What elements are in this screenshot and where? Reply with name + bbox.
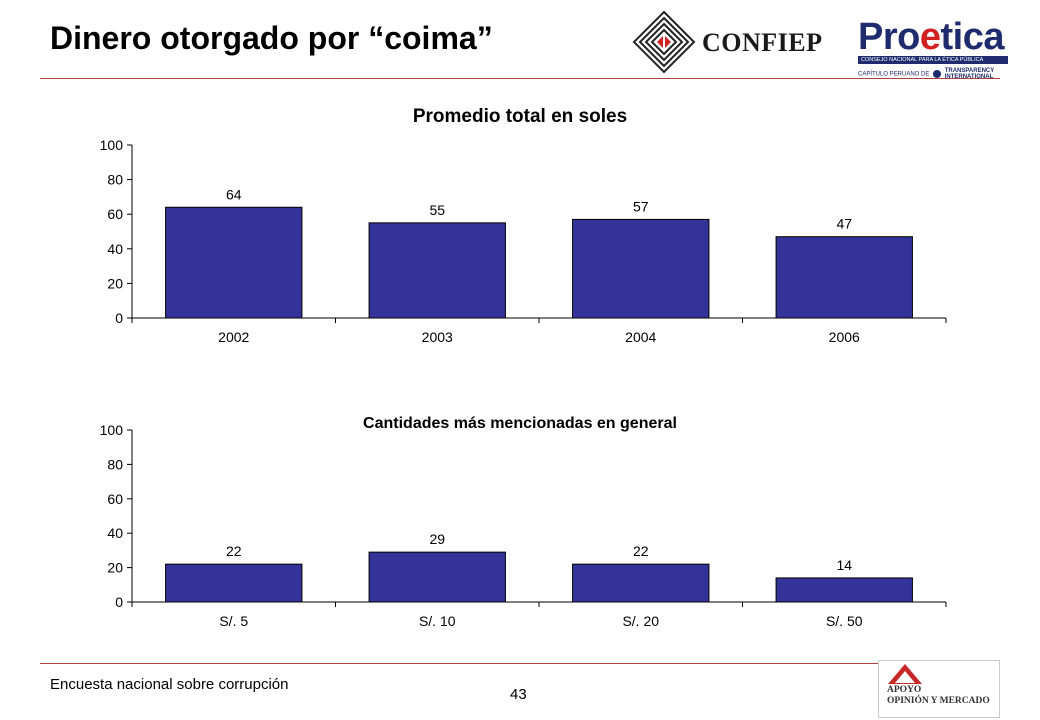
footer-rule [40, 663, 880, 664]
chart-2-y-tick-label: 20 [107, 560, 123, 576]
chart-2: 0 20 40 60 80 100 22 S/. 5 29 S/. 10 22 S/. 20 14 S/.… [100, 422, 947, 629]
chart-1-y-tick-label: 80 [107, 172, 123, 188]
chart-1-y-tick-label: 60 [107, 206, 123, 222]
chart-1-data-label: 64 [226, 186, 242, 202]
apoyo-line2: OPINIÓN Y MERCADO [887, 696, 990, 706]
chart-1-category-label: 2004 [625, 329, 656, 345]
header-rule [40, 78, 1000, 79]
apoyo-line1: APOYO [887, 685, 922, 695]
chart-2-y-tick-label: 0 [115, 594, 123, 610]
chart-2-y-tick-label: 60 [107, 491, 123, 507]
chart-2-data-label: 22 [226, 543, 242, 559]
chart-1-category-label: 2003 [422, 329, 453, 345]
chart-1-bar [572, 218, 710, 319]
chart-1-bar [368, 222, 506, 319]
chart-1-data-label: 55 [429, 202, 445, 218]
chart-1-category-label: 2002 [218, 329, 249, 345]
chart-1-y-tick-label: 40 [107, 241, 123, 257]
proetica-wordmark: Proetica [858, 16, 1004, 58]
chart-1-title: Promedio total en soles [412, 106, 628, 127]
chart-2-bar [368, 551, 506, 603]
apoyo-emblem-icon [888, 664, 922, 684]
chart-2-y-tick-label: 80 [107, 456, 123, 472]
chart-2-y-tick-label: 100 [100, 422, 124, 438]
chart-1-y-tick-label: 20 [107, 275, 123, 291]
proetica-band: CONSEJO NACIONAL PARA LA ÉTICA PÚBLICA [858, 56, 1008, 64]
chart-1: 0 20 40 60 80 100 64 2002 55 2003 57 2004 47 2006 [100, 137, 947, 345]
chart-2-y-tick-label: 40 [107, 525, 123, 541]
chart-2-data-label: 14 [836, 557, 852, 573]
chart-1-category-label: 2006 [829, 329, 860, 345]
chart-2-category-label: S/. 10 [419, 613, 456, 629]
chart-2-title: Cantidades más mencionadas en general [363, 415, 677, 432]
globe-icon [933, 70, 942, 78]
confiep-emblem-icon [632, 10, 696, 74]
page-number: 43 [510, 686, 527, 703]
chart-2-bar [572, 563, 710, 603]
chart-1-y-tick-label: 0 [115, 310, 123, 326]
chart-1-data-label: 57 [633, 198, 649, 214]
chart-1-y-tick-label: 100 [100, 137, 124, 153]
chart-2-category-label: S/. 50 [826, 613, 863, 629]
chart-2-data-label: 29 [429, 531, 445, 547]
chart-2-bar [775, 577, 913, 603]
chart-1-bar [775, 236, 913, 319]
chart-2-category-label: S/. 20 [622, 613, 659, 629]
confiep-logo: CONFIEP [632, 10, 842, 74]
chart-1-bar [165, 206, 303, 319]
proetica-subtitle: CAPÍTULO PERUANO DE TRANSPARENCY INTERNAT… [858, 68, 995, 80]
apoyo-logo: APOYO OPINIÓN Y MERCADO [878, 660, 1000, 718]
slide-title: Dinero otorgado por “coima” [50, 20, 493, 56]
chart-2-bar [165, 563, 303, 603]
chart-2-category-label: S/. 5 [219, 613, 248, 629]
chart-2-data-label: 22 [633, 543, 649, 559]
proetica-logo: Proetica CONSEJO NACIONAL PARA LA ÉTICA … [858, 18, 1008, 82]
chart-1-data-label: 47 [836, 216, 852, 232]
footer-text: Encuesta nacional sobre corrupción [50, 676, 289, 693]
confiep-wordmark: CONFIEP [702, 28, 823, 57]
